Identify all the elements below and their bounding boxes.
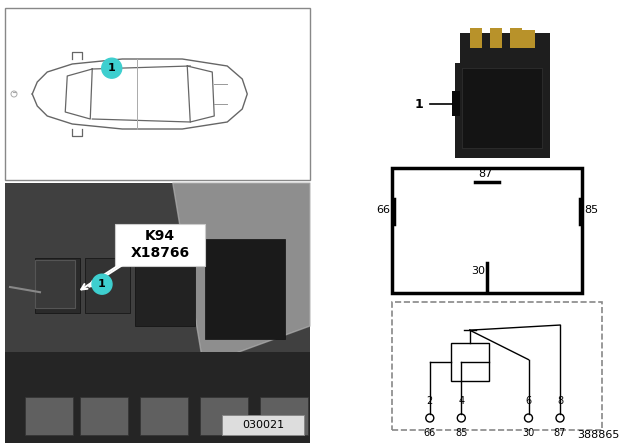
Polygon shape <box>173 183 310 365</box>
Bar <box>140 397 188 435</box>
Text: 30: 30 <box>471 266 485 276</box>
Bar <box>35 260 75 308</box>
Bar <box>451 343 488 381</box>
Text: 4: 4 <box>458 396 465 406</box>
Bar <box>470 28 482 48</box>
Text: 388865: 388865 <box>578 430 620 440</box>
Bar <box>5 8 310 180</box>
Bar <box>455 63 550 158</box>
Bar <box>490 28 502 48</box>
Bar <box>5 352 310 443</box>
Text: 8: 8 <box>557 396 563 406</box>
Bar <box>80 397 128 435</box>
Text: 85: 85 <box>455 428 467 438</box>
Text: 30: 30 <box>522 428 534 438</box>
Text: 87: 87 <box>554 428 566 438</box>
Text: K94: K94 <box>145 229 175 243</box>
Text: 66: 66 <box>424 428 436 438</box>
Bar <box>260 397 308 435</box>
Bar <box>460 33 550 63</box>
Bar <box>35 258 80 313</box>
Text: 1: 1 <box>415 98 424 111</box>
Text: 87: 87 <box>478 169 492 179</box>
Bar <box>392 168 582 293</box>
Text: 030021: 030021 <box>242 420 284 430</box>
Text: 1: 1 <box>98 279 106 289</box>
Bar <box>85 258 130 313</box>
Text: 2: 2 <box>427 396 433 406</box>
Bar <box>115 224 205 266</box>
Bar <box>452 91 460 116</box>
Circle shape <box>102 58 122 78</box>
Text: 1: 1 <box>108 63 116 73</box>
Circle shape <box>92 274 112 294</box>
Text: 66: 66 <box>376 205 390 215</box>
Bar <box>222 415 304 435</box>
Bar <box>510 28 522 48</box>
Bar <box>135 261 195 326</box>
Bar <box>205 239 285 339</box>
Bar <box>462 68 542 148</box>
Bar <box>25 397 73 435</box>
Bar <box>392 302 602 430</box>
Text: 6: 6 <box>525 396 532 406</box>
Text: X18766: X18766 <box>131 246 189 260</box>
Bar <box>515 30 535 48</box>
Bar <box>200 397 248 435</box>
Text: 85: 85 <box>584 205 598 215</box>
Bar <box>5 183 310 443</box>
